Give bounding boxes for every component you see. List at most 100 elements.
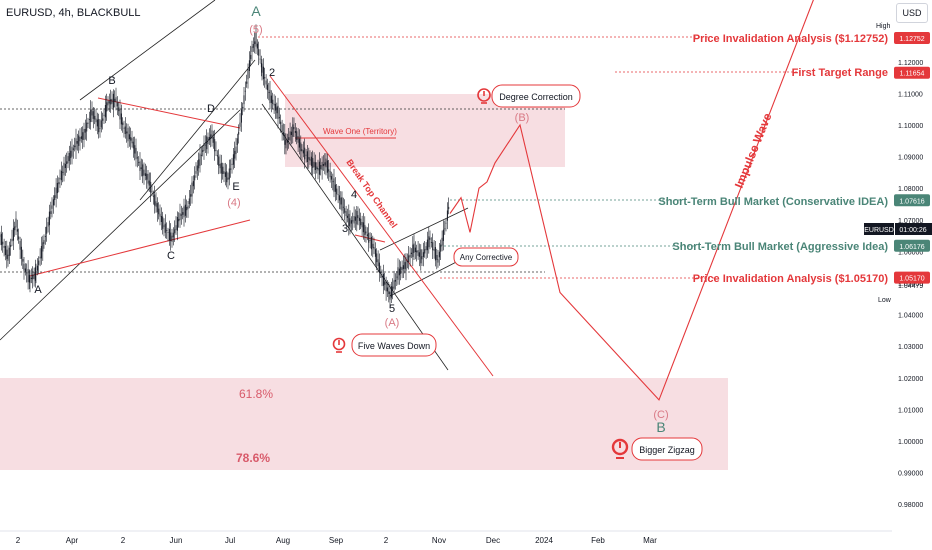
candle — [194, 166, 196, 190]
candle — [55, 178, 57, 208]
candle — [46, 217, 48, 242]
candle — [376, 248, 378, 271]
candle — [176, 211, 178, 241]
candle — [436, 248, 438, 270]
candle — [239, 113, 241, 132]
candle — [59, 169, 61, 188]
candle — [68, 145, 70, 171]
candle — [218, 149, 220, 175]
candle — [382, 264, 384, 294]
candle — [388, 281, 390, 303]
candle — [115, 87, 117, 111]
candle — [151, 184, 153, 197]
candle — [126, 123, 128, 143]
candle — [95, 109, 97, 131]
time-tick-label: Aug — [276, 536, 290, 545]
candle — [152, 190, 154, 205]
candle — [325, 153, 327, 176]
candle — [20, 238, 22, 266]
candle — [396, 271, 398, 286]
candle — [364, 216, 366, 242]
candle — [170, 223, 172, 251]
wave-label-B-paren: (B) — [515, 112, 530, 124]
price-tick-label: 0.99000 — [898, 471, 923, 478]
candle — [426, 231, 428, 258]
candle — [30, 268, 32, 284]
candle — [297, 128, 299, 152]
candle — [79, 128, 81, 151]
candle — [254, 32, 256, 54]
wave-label-B-big: B — [656, 419, 665, 435]
candle — [313, 152, 315, 174]
candle — [357, 206, 359, 226]
lightbulb-icon — [477, 88, 491, 104]
wave-label-A-top: A — [251, 3, 261, 19]
candle — [120, 104, 122, 131]
candlestick-series — [0, 24, 450, 308]
price-tick-label: 1.00000 — [898, 439, 923, 446]
candle — [251, 40, 253, 62]
candle — [256, 39, 258, 56]
candle — [397, 258, 399, 285]
candle — [163, 218, 165, 237]
red-trendline-top — [97, 97, 241, 129]
candle — [410, 248, 412, 259]
time-axis[interactable]: 2 Apr 2 Jun Jul Aug Sep 2 Nov Dec 2024 Feb Mar — [0, 530, 892, 545]
candle — [424, 241, 426, 258]
candle — [144, 163, 146, 181]
wave-label-B: B — [108, 75, 115, 87]
candle — [138, 156, 140, 166]
wave-label-4: 4 — [351, 189, 357, 201]
wave-label-A-low: A — [34, 284, 42, 296]
candle — [434, 241, 436, 267]
candle — [246, 74, 248, 88]
candle — [34, 259, 36, 288]
wave-label-D: D — [207, 103, 215, 115]
candle — [230, 159, 232, 178]
candle — [184, 195, 186, 223]
candle — [108, 93, 110, 112]
svg-text:Bigger Zigzag: Bigger Zigzag — [639, 445, 695, 455]
candle — [255, 24, 257, 54]
high-label: High — [876, 23, 891, 30]
candle — [188, 190, 190, 209]
candle — [90, 100, 92, 130]
candle — [50, 201, 52, 220]
candle — [156, 197, 158, 222]
candle — [428, 226, 430, 254]
candle — [392, 278, 394, 300]
price-axis[interactable]: 1.12000 1.11000 1.10000 1.09000 1.08000 1.070… — [864, 0, 932, 550]
five-waves-callout: Five Waves Down — [351, 333, 437, 357]
time-tick-label: Sep — [329, 536, 344, 545]
candle — [329, 162, 331, 183]
candle — [445, 218, 447, 232]
candle — [294, 123, 296, 142]
candle — [413, 234, 415, 260]
candle — [16, 219, 18, 241]
candle — [259, 49, 261, 64]
candle — [102, 112, 104, 130]
candle — [182, 207, 184, 220]
candle — [442, 220, 444, 251]
candle — [366, 227, 368, 241]
candle — [264, 67, 266, 88]
candle — [119, 99, 121, 129]
candle — [348, 204, 350, 236]
wave-label-C-paren: (C) — [653, 409, 668, 421]
candle — [123, 120, 125, 138]
candle — [4, 241, 6, 261]
candle — [429, 230, 431, 250]
currency-button[interactable]: USD — [896, 3, 928, 23]
channel-line-middle — [139, 59, 256, 201]
candle — [7, 245, 9, 267]
candle — [112, 89, 114, 118]
time-tick-label: Jul — [225, 536, 235, 545]
candle — [160, 207, 162, 231]
svg-text:EURUSD: EURUSD — [864, 227, 894, 234]
candle — [36, 258, 38, 276]
aggressive-label: Short-Term Bull Market (Aggressive Idea) — [672, 241, 888, 253]
lightbulb-icon — [611, 438, 629, 459]
fib-618-label: 61.8% — [239, 387, 273, 401]
candle — [420, 244, 422, 271]
